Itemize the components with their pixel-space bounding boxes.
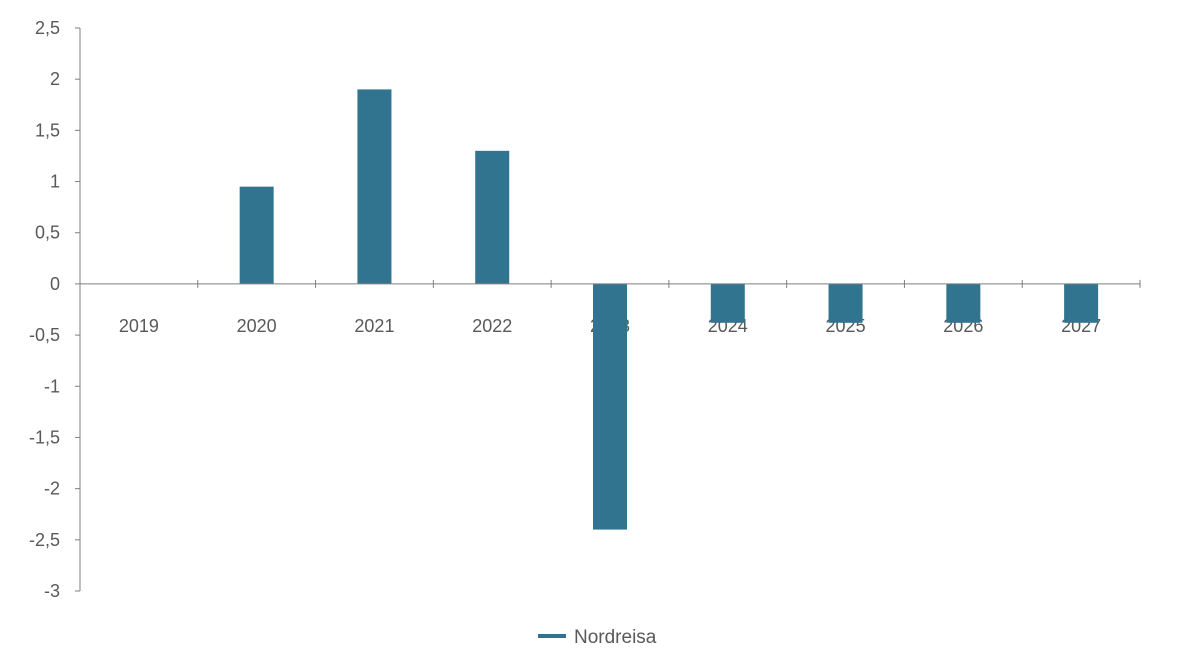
y-tick-label: -2 xyxy=(44,479,60,499)
y-tick-label: 1 xyxy=(50,172,60,192)
legend-label: Nordreisa xyxy=(574,627,657,648)
y-tick-label: -1 xyxy=(44,376,60,396)
x-tick-label: 2022 xyxy=(472,316,512,336)
y-tick-label: -2,5 xyxy=(29,530,60,550)
x-tick-label: 2021 xyxy=(354,316,394,336)
bar-2021 xyxy=(357,89,392,284)
bar-2022 xyxy=(475,150,510,284)
y-tick-label: 0 xyxy=(50,274,60,294)
y-tick-label: 2 xyxy=(50,69,60,89)
legend: Nordreisa xyxy=(538,627,657,648)
y-tick-label: -3 xyxy=(44,581,60,601)
y-tick-label: -0,5 xyxy=(29,325,60,345)
bar-2024 xyxy=(710,283,745,323)
y-tick-label: 1,5 xyxy=(35,120,60,140)
x-axis xyxy=(80,279,1141,288)
y-tick-label: 2,5 xyxy=(35,18,60,38)
bar-2025 xyxy=(828,283,863,323)
bar-2027 xyxy=(1064,283,1099,323)
x-tick-label: 2020 xyxy=(237,316,277,336)
bar-2020 xyxy=(239,186,274,284)
bar-series xyxy=(239,89,1099,530)
y-tick-label: 0,5 xyxy=(35,223,60,243)
bar-2026 xyxy=(946,283,981,323)
bar-2023 xyxy=(593,283,627,530)
y-axis: 2,5 2 1,5 1 0,5 0 -0,5 -1 -1,5 -2 -2,5 -3 xyxy=(29,18,81,601)
x-tick-label: 2019 xyxy=(119,316,159,336)
y-tick-label: -1,5 xyxy=(29,427,60,447)
